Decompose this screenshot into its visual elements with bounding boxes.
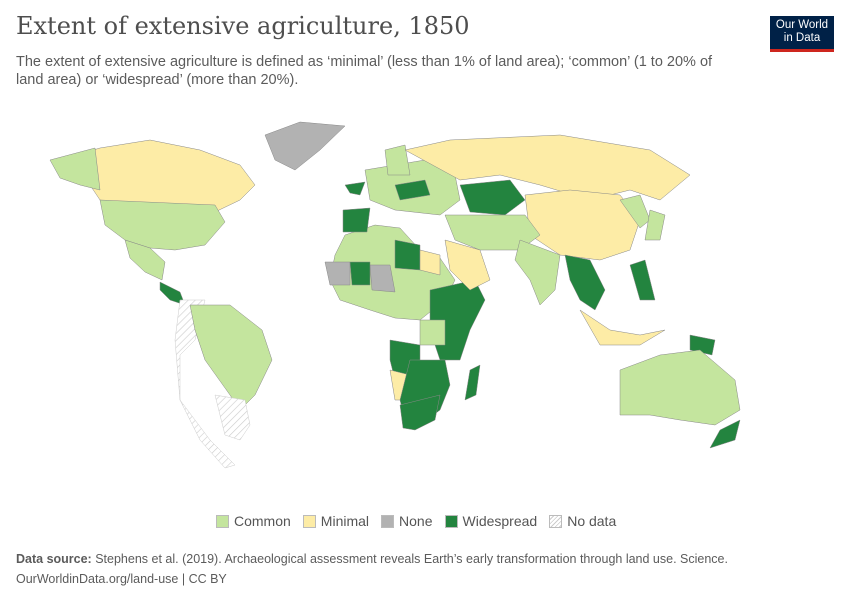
source-label: Data source: <box>16 552 92 566</box>
country-region[interactable] <box>564 254 606 311</box>
legend-swatch <box>216 514 229 528</box>
source-link[interactable]: OurWorldinData.org/land-use <box>16 572 179 586</box>
country-region[interactable] <box>399 394 441 431</box>
page-title: Extent of extensive agriculture, 1850 <box>16 12 470 40</box>
legend-item-none[interactable]: None <box>381 513 433 529</box>
legend-swatch <box>381 514 395 528</box>
country-region[interactable] <box>159 281 186 306</box>
country-region[interactable] <box>459 179 526 216</box>
country-region[interactable] <box>189 304 273 411</box>
country-region[interactable] <box>394 179 431 201</box>
legend-item-no-data[interactable]: No data <box>549 513 616 529</box>
logo-line2: in Data <box>783 32 821 44</box>
country-region[interactable] <box>349 261 371 286</box>
country-region[interactable] <box>444 239 491 291</box>
country-region[interactable] <box>514 239 561 306</box>
legend-label: Widespread <box>462 513 538 529</box>
legend-item-widespread[interactable]: Widespread <box>444 513 538 529</box>
country-region[interactable] <box>342 207 371 233</box>
license[interactable]: CC BY <box>188 572 227 586</box>
country-region[interactable] <box>214 394 251 441</box>
legend-swatch <box>444 514 458 528</box>
country-region[interactable] <box>709 419 741 449</box>
country-region[interactable] <box>464 364 481 401</box>
country-region[interactable] <box>394 239 421 271</box>
country-region[interactable] <box>344 181 366 196</box>
country-region[interactable] <box>124 239 166 281</box>
logo-line1: Our World <box>775 19 829 31</box>
country-region[interactable] <box>49 147 101 191</box>
country-region[interactable] <box>264 121 346 171</box>
legend-item-minimal[interactable]: Minimal <box>302 513 370 529</box>
legend: Common Minimal None Widespread No data <box>216 513 616 529</box>
country-region[interactable] <box>99 199 226 251</box>
country-region[interactable] <box>579 309 666 346</box>
country-region[interactable] <box>644 209 666 241</box>
country-region[interactable] <box>324 261 351 286</box>
source-text: Stephens et al. (2019). Archaeological a… <box>95 552 728 566</box>
legend-label: Common <box>234 513 291 529</box>
legend-swatch <box>549 514 563 528</box>
legend-label: Minimal <box>320 513 370 529</box>
subtitle: The extent of extensive agriculture is d… <box>16 54 713 88</box>
footer: Data source: Stephens et al. (2019). Arc… <box>16 552 728 586</box>
country-region[interactable] <box>629 259 656 301</box>
legend-label: No data <box>567 513 617 529</box>
country-region[interactable] <box>419 249 441 276</box>
country-region[interactable] <box>619 349 741 426</box>
country-region[interactable] <box>524 189 641 261</box>
legend-swatch <box>302 514 316 528</box>
country-region[interactable] <box>369 264 396 293</box>
legend-item-common[interactable]: Common <box>216 513 291 529</box>
legend-label: None <box>399 513 433 529</box>
country-region[interactable] <box>419 319 446 346</box>
owid-logo[interactable]: Our World in Data <box>770 16 834 52</box>
country-region[interactable] <box>689 334 716 356</box>
country-region[interactable] <box>384 144 411 176</box>
country-region[interactable] <box>404 134 691 201</box>
